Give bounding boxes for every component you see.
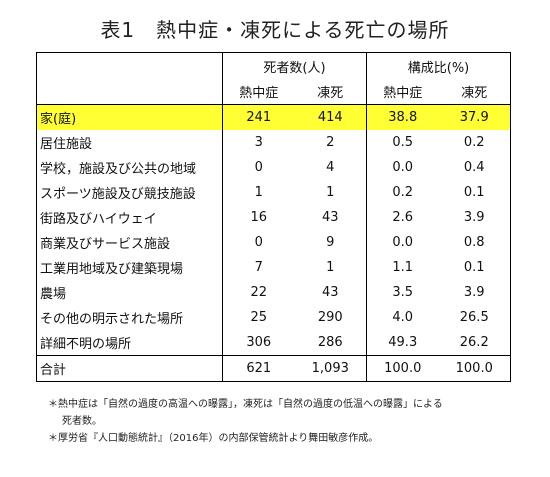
row-label: 詳細不明の場所	[36, 330, 223, 356]
row-value: 0.8	[438, 230, 511, 255]
header-deaths: 死者数(人)	[222, 52, 367, 79]
row-value: 0	[254, 235, 263, 250]
row-value: 0.1	[438, 180, 511, 205]
table-row: 居住施設 3 2 0.5 0.2	[36, 130, 511, 155]
row-value: 7	[254, 260, 263, 275]
header-sub-row: 熱中症 凍死 熱中症 凍死	[36, 79, 511, 105]
row-value: 1	[326, 185, 335, 200]
header-freeze: 凍死	[317, 86, 344, 101]
row-label: 街路及びハイウェイ	[36, 205, 223, 230]
header-freeze-ratio: 凍死	[438, 79, 511, 105]
note-2: ＊厚労省『人口動態統計』（2016年）の内部保管統計より舞田敏彦作成。	[48, 433, 379, 444]
total-value: 621	[222, 355, 295, 382]
row-label: 居住施設	[36, 130, 223, 155]
row-value: 38.8	[366, 104, 439, 130]
header-heatstroke-ratio: 熱中症	[366, 79, 439, 105]
row-value: 4.0	[366, 305, 439, 330]
table-row: 詳細不明の場所 306 286 49.3 26.2	[36, 330, 511, 356]
table-row: 街路及びハイウェイ 16 43 2.6 3.9	[36, 205, 511, 230]
row-label: スポーツ施設及び競技施設	[36, 180, 223, 205]
row-value: 25	[250, 310, 268, 325]
row-value: 306	[246, 335, 272, 350]
row-label: 商業及びサービス施設	[36, 230, 223, 255]
row-value: 0.0	[366, 230, 439, 255]
row-value: 16	[250, 210, 268, 225]
row-value: 2.6	[366, 205, 439, 230]
table-row: 家(庭) 241 414 38.8 37.9	[36, 104, 511, 130]
row-value: 0.1	[438, 255, 511, 280]
row-value: 49.3	[366, 330, 439, 356]
header-ratio: 構成比(%)	[366, 52, 511, 79]
row-label: 工業用地域及び建築現場	[36, 255, 223, 280]
total-value: 100.0	[366, 355, 439, 382]
row-value: 0.4	[438, 155, 511, 180]
notes: ＊熱中症は「自然の過度の高温への曝露」，凍死は「自然の過度の低温への曝露」による…	[48, 396, 518, 447]
row-value: 43	[321, 285, 339, 300]
table-row: 学校，施設及び公共の地域 0 4 0.0 0.4	[36, 155, 511, 180]
row-value: 22	[250, 285, 268, 300]
table-row: その他の明示された場所 25 290 4.0 26.5	[36, 305, 511, 330]
row-label: その他の明示された場所	[36, 305, 223, 330]
death-location-table: 死者数(人) 構成比(%) 熱中症 凍死 熱中症 凍死 家(庭) 241 414 38…	[36, 52, 511, 382]
table-title: 表1 熱中症・凍死による死亡の場所	[100, 18, 450, 42]
table-body: 家(庭) 241 414 38.8 37.9 居住施設 3 2 0.5 0.2 学校，施設及び公共の…	[36, 104, 511, 356]
row-value: 37.9	[438, 104, 511, 130]
row-value: 0.2	[438, 130, 511, 155]
total-label: 合計	[36, 355, 223, 382]
row-value: 0.5	[366, 130, 439, 155]
row-value: 0.2	[366, 180, 439, 205]
table-row: スポーツ施設及び競技施設 1 1 0.2 0.1	[36, 180, 511, 205]
row-value: 1	[254, 185, 263, 200]
row-label: 農場	[36, 280, 223, 305]
row-value: 0.0	[366, 155, 439, 180]
total-value: 1,093	[294, 355, 367, 382]
row-label: 家(庭)	[36, 104, 223, 130]
header-group-row: 死者数(人) 構成比(%)	[36, 52, 511, 79]
row-value: 26.5	[438, 305, 511, 330]
table-row: 工業用地域及び建築現場 7 1 1.1 0.1	[36, 255, 511, 280]
row-value: 3.9	[438, 205, 511, 230]
row-value: 4	[326, 160, 335, 175]
row-value: 1	[326, 260, 335, 275]
header-empty-cell	[36, 52, 223, 79]
row-value: 286	[317, 335, 343, 350]
row-value: 241	[222, 104, 295, 130]
row-value: 0	[254, 160, 263, 175]
row-value: 414	[294, 104, 367, 130]
row-value: 43	[321, 210, 339, 225]
row-value: 9	[326, 235, 335, 250]
row-value: 2	[326, 135, 335, 150]
total-value: 100.0	[438, 355, 511, 382]
header-heatstroke: 熱中症	[239, 86, 279, 101]
row-value: 26.2	[438, 330, 511, 356]
row-value: 1.1	[366, 255, 439, 280]
row-label: 学校，施設及び公共の地域	[36, 155, 223, 180]
header-empty-cell	[36, 79, 223, 105]
table-row: 商業及びサービス施設 0 9 0.0 0.8	[36, 230, 511, 255]
row-value: 3	[254, 135, 263, 150]
row-value: 290	[317, 310, 343, 325]
note-1-continuation: 死者数。	[62, 416, 102, 427]
table-row: 農場 22 43 3.5 3.9	[36, 280, 511, 305]
total-row: 合計 621 1,093 100.0 100.0	[36, 355, 511, 382]
note-1: ＊熱中症は「自然の過度の高温への曝露」，凍死は「自然の過度の低温への曝露」による	[48, 399, 443, 410]
row-value: 3.9	[438, 280, 511, 305]
row-value: 3.5	[366, 280, 439, 305]
